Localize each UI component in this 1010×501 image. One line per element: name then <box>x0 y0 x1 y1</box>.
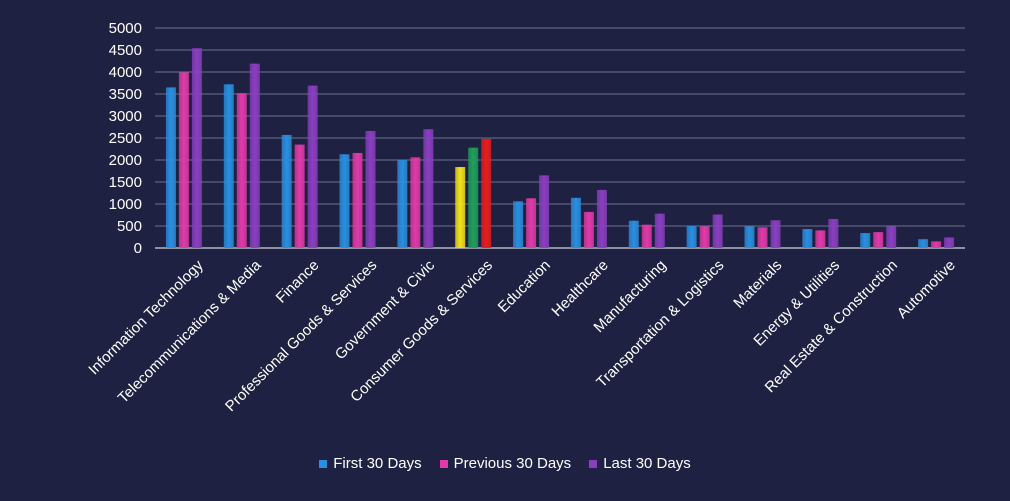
bar-first-30-days <box>802 229 813 248</box>
bar-first-30-days <box>744 226 755 248</box>
legend-swatch <box>589 459 598 468</box>
y-tick-label: 3500 <box>109 86 142 103</box>
bar-previous-30-days <box>757 227 768 248</box>
legend-label: Previous 30 Days <box>453 455 572 472</box>
x-tick-label: Materials <box>730 257 785 312</box>
bar-last-30-days <box>828 218 839 248</box>
bar-previous-30-days <box>468 147 479 248</box>
y-axis-ticks: 0 500 1000 1500 2000 2500 3000 3500 4000 4500 5000 <box>109 20 142 257</box>
y-tick-label: 4000 <box>109 64 142 81</box>
bar-last-30-days <box>770 220 781 248</box>
bar-previous-30-days <box>583 211 594 248</box>
gridlines <box>155 27 965 249</box>
bar-previous-30-days <box>294 144 305 248</box>
x-tick-label: Automotive <box>894 257 959 322</box>
bar-previous-30-days <box>352 152 363 248</box>
bar-first-30-days <box>339 154 350 248</box>
bar-first-30-days <box>281 134 292 248</box>
bar-previous-30-days <box>526 198 537 248</box>
bar-previous-30-days <box>236 93 247 249</box>
bar-previous-30-days <box>815 230 826 248</box>
bar-first-30-days <box>223 84 234 248</box>
legend-label: Last 30 Days <box>603 455 691 472</box>
x-tick-label: Government & Civic <box>332 256 439 363</box>
bar-last-30-days <box>886 226 897 248</box>
legend-swatch <box>439 459 448 468</box>
legend: First 30 Days Previous 30 Days Last 30 D… <box>0 455 1010 472</box>
y-tick-label: 2500 <box>109 130 142 147</box>
legend-item-last-30-days: Last 30 Days <box>589 455 691 472</box>
x-axis-ticks: Information TechnologyTelecommunications… <box>85 256 959 415</box>
bar-last-30-days <box>249 63 260 248</box>
y-tick-label: 1500 <box>109 174 142 191</box>
bar-first-30-days <box>860 233 871 248</box>
y-tick-label: 3000 <box>109 108 142 125</box>
x-tick-label: Healthcare <box>548 257 611 320</box>
bar-previous-30-days <box>931 241 942 248</box>
y-tick-label: 500 <box>117 218 142 235</box>
bar-first-30-days <box>918 239 929 248</box>
bar-previous-30-days <box>178 72 189 248</box>
bar-last-30-days <box>307 85 318 248</box>
bar-last-30-days <box>944 237 955 248</box>
legend-label: First 30 Days <box>333 455 422 472</box>
bar-previous-30-days <box>699 226 710 248</box>
bar-last-30-days <box>712 214 723 248</box>
bar-previous-30-days <box>873 232 884 248</box>
bar-last-30-days <box>596 189 607 248</box>
bar-first-30-days <box>570 197 581 248</box>
y-tick-label: 2000 <box>109 152 142 169</box>
bar-last-30-days <box>423 129 434 248</box>
bar-last-30-days <box>654 213 665 248</box>
y-tick-label: 4500 <box>109 42 142 59</box>
y-tick-label: 0 <box>134 240 142 257</box>
y-tick-label: 1000 <box>109 196 142 213</box>
bar-first-30-days <box>455 167 466 248</box>
legend-item-first-30-days: First 30 Days <box>319 455 422 472</box>
bar-last-30-days <box>191 48 202 248</box>
bar-last-30-days <box>365 130 376 248</box>
bar-last-30-days <box>481 138 492 248</box>
legend-item-previous-30-days: Previous 30 Days <box>439 455 572 472</box>
bar-first-30-days <box>397 160 408 248</box>
bar-previous-30-days <box>641 224 652 248</box>
y-tick-label: 5000 <box>109 20 142 37</box>
bars <box>165 48 955 249</box>
bar-first-30-days <box>686 226 697 248</box>
bar-previous-30-days <box>410 157 421 248</box>
legend-swatch <box>319 459 328 468</box>
bar-first-30-days <box>165 87 176 249</box>
bar-first-30-days <box>628 220 639 248</box>
bar-last-30-days <box>539 175 550 248</box>
x-tick-label: Finance <box>273 257 323 307</box>
x-tick-label: Information Technology <box>85 256 207 378</box>
bar-first-30-days <box>513 201 524 248</box>
x-tick-label: Education <box>495 257 554 316</box>
